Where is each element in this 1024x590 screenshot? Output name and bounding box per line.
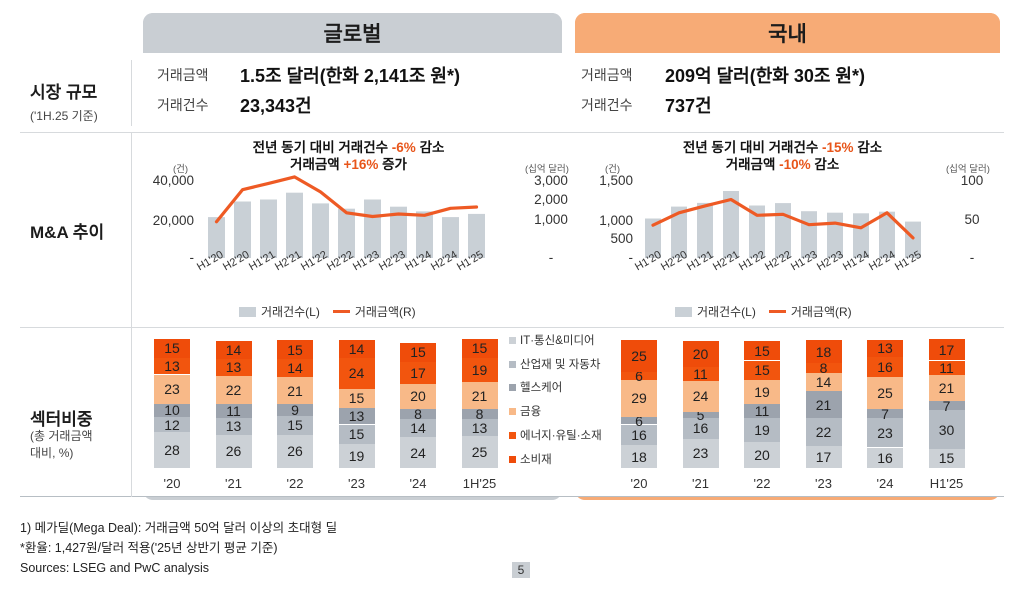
svg-text:40,000: 40,000 xyxy=(153,173,194,188)
svg-text:20,000: 20,000 xyxy=(153,213,194,228)
svg-text:2,000: 2,000 xyxy=(534,192,568,207)
svg-text:3,000: 3,000 xyxy=(534,173,568,188)
svg-text:1,500: 1,500 xyxy=(599,173,633,188)
svg-text:500: 500 xyxy=(610,231,633,246)
svg-text:1,000: 1,000 xyxy=(534,212,568,227)
svg-text:50: 50 xyxy=(964,212,979,227)
svg-text:1,000: 1,000 xyxy=(599,213,633,228)
svg-text:100: 100 xyxy=(961,173,984,188)
